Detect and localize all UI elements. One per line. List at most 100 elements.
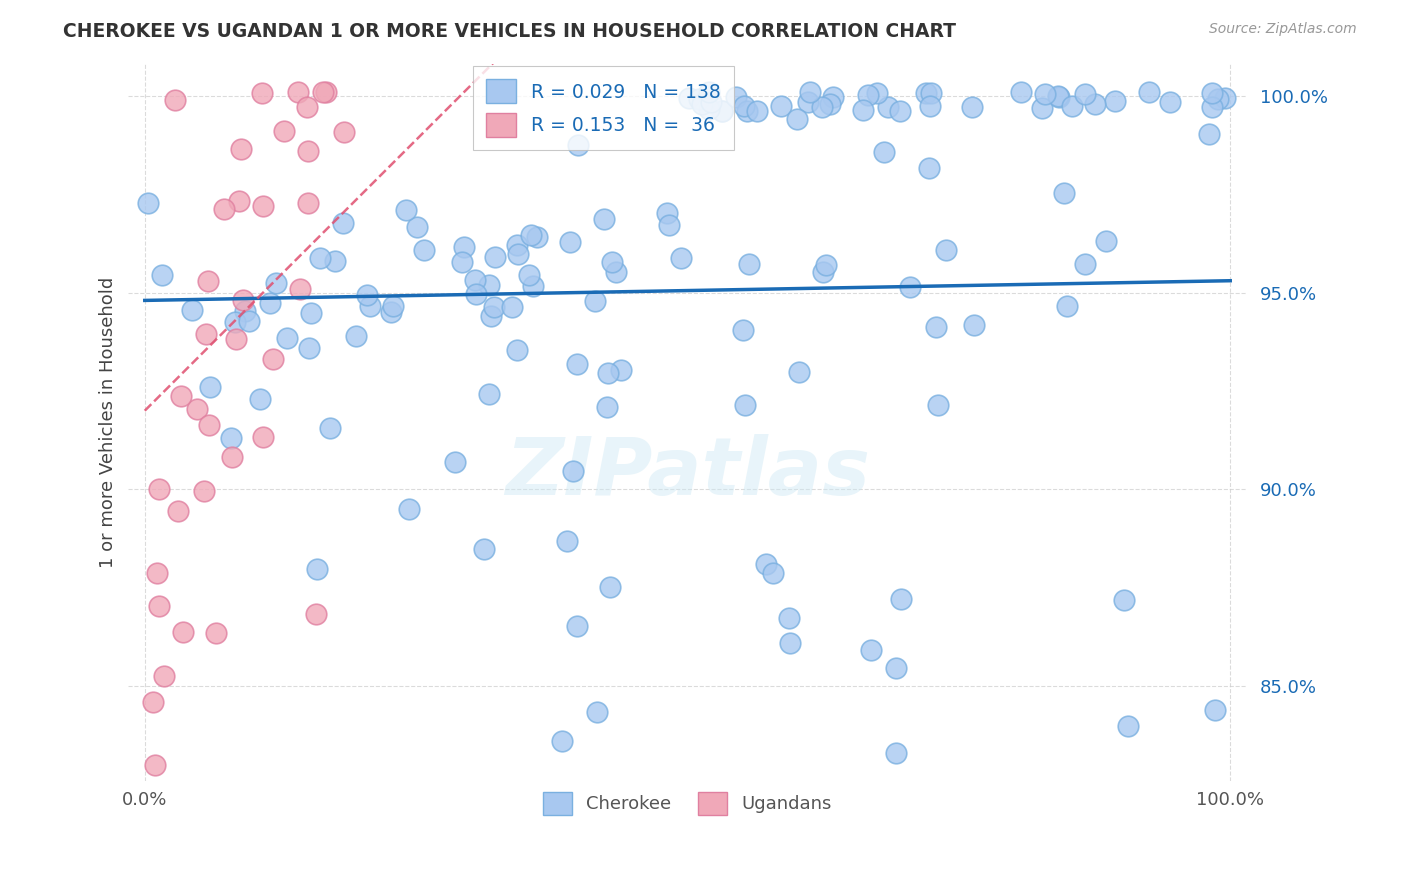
Point — [599, 580, 621, 594]
Point — [166, 504, 188, 518]
Point — [517, 268, 540, 282]
Point — [738, 258, 761, 272]
Point — [560, 235, 582, 249]
Point — [221, 450, 243, 464]
Point — [1084, 97, 1107, 112]
Legend: Cherokee, Ugandans: Cherokee, Ugandans — [531, 780, 844, 826]
Point — [145, 758, 167, 772]
Point — [395, 203, 418, 218]
Point — [697, 85, 720, 99]
Point — [797, 95, 820, 109]
Point — [586, 706, 609, 720]
Point — [918, 99, 941, 113]
Point — [925, 320, 948, 334]
Point — [789, 365, 811, 379]
Point — [710, 104, 733, 119]
Point — [583, 294, 606, 309]
Point — [877, 99, 900, 113]
Point — [520, 228, 543, 243]
Point — [1201, 100, 1223, 114]
Point — [484, 250, 506, 264]
Point — [799, 85, 821, 99]
Point — [551, 733, 574, 747]
Point — [725, 90, 748, 104]
Point — [690, 96, 713, 111]
Point — [472, 541, 495, 556]
Point — [1031, 101, 1053, 115]
Point — [170, 389, 193, 403]
Point — [1112, 593, 1135, 607]
Text: CHEROKEE VS UGANDAN 1 OR MORE VEHICLES IN HOUSEHOLD CORRELATION CHART: CHEROKEE VS UGANDAN 1 OR MORE VEHICLES I… — [63, 22, 956, 41]
Point — [484, 301, 506, 315]
Point — [249, 392, 271, 407]
Point — [522, 279, 544, 293]
Point — [596, 400, 619, 414]
Point — [197, 274, 219, 288]
Point — [1094, 234, 1116, 248]
Point — [297, 196, 319, 211]
Point — [148, 482, 170, 496]
Point — [697, 102, 720, 116]
Point — [914, 86, 936, 100]
Point — [1116, 719, 1139, 733]
Point — [229, 142, 252, 156]
Point — [323, 254, 346, 268]
Point — [479, 309, 502, 323]
Y-axis label: 1 or more Vehicles in Household: 1 or more Vehicles in Household — [100, 277, 117, 568]
Point — [779, 635, 801, 649]
Point — [344, 329, 367, 343]
Point — [252, 199, 274, 213]
Point — [605, 264, 627, 278]
Point — [359, 299, 381, 313]
Point — [658, 219, 681, 233]
Point — [762, 566, 785, 580]
Point — [898, 280, 921, 294]
Point — [1010, 85, 1032, 99]
Point — [273, 124, 295, 138]
Point — [565, 619, 588, 633]
Point — [315, 85, 337, 99]
Point — [262, 352, 284, 367]
Point — [299, 306, 322, 320]
Point — [811, 100, 834, 114]
Point — [1056, 300, 1078, 314]
Point — [655, 205, 678, 219]
Point — [172, 624, 194, 639]
Point — [1137, 85, 1160, 99]
Point — [307, 562, 329, 576]
Point — [1213, 90, 1236, 104]
Point — [333, 125, 356, 139]
Point — [786, 112, 808, 127]
Point — [1033, 87, 1056, 101]
Point — [890, 592, 912, 607]
Point — [1206, 92, 1229, 106]
Point — [1047, 90, 1070, 104]
Point — [602, 255, 624, 269]
Point — [1073, 87, 1095, 101]
Point — [204, 626, 226, 640]
Point — [596, 366, 619, 380]
Point — [678, 91, 700, 105]
Point — [1198, 127, 1220, 141]
Point — [464, 287, 486, 301]
Point — [198, 417, 221, 432]
Point — [555, 533, 578, 548]
Point — [198, 380, 221, 394]
Point — [142, 695, 165, 709]
Point — [163, 93, 186, 107]
Point — [136, 196, 159, 211]
Point — [506, 343, 529, 357]
Point — [276, 331, 298, 345]
Point — [1074, 257, 1097, 271]
Point — [733, 98, 755, 112]
Point — [920, 86, 942, 100]
Point — [478, 386, 501, 401]
Point — [405, 219, 427, 234]
Point — [526, 230, 548, 244]
Point — [700, 95, 723, 109]
Point — [413, 243, 436, 257]
Point — [319, 421, 342, 435]
Point — [567, 138, 589, 153]
Point — [506, 246, 529, 260]
Point — [669, 251, 692, 265]
